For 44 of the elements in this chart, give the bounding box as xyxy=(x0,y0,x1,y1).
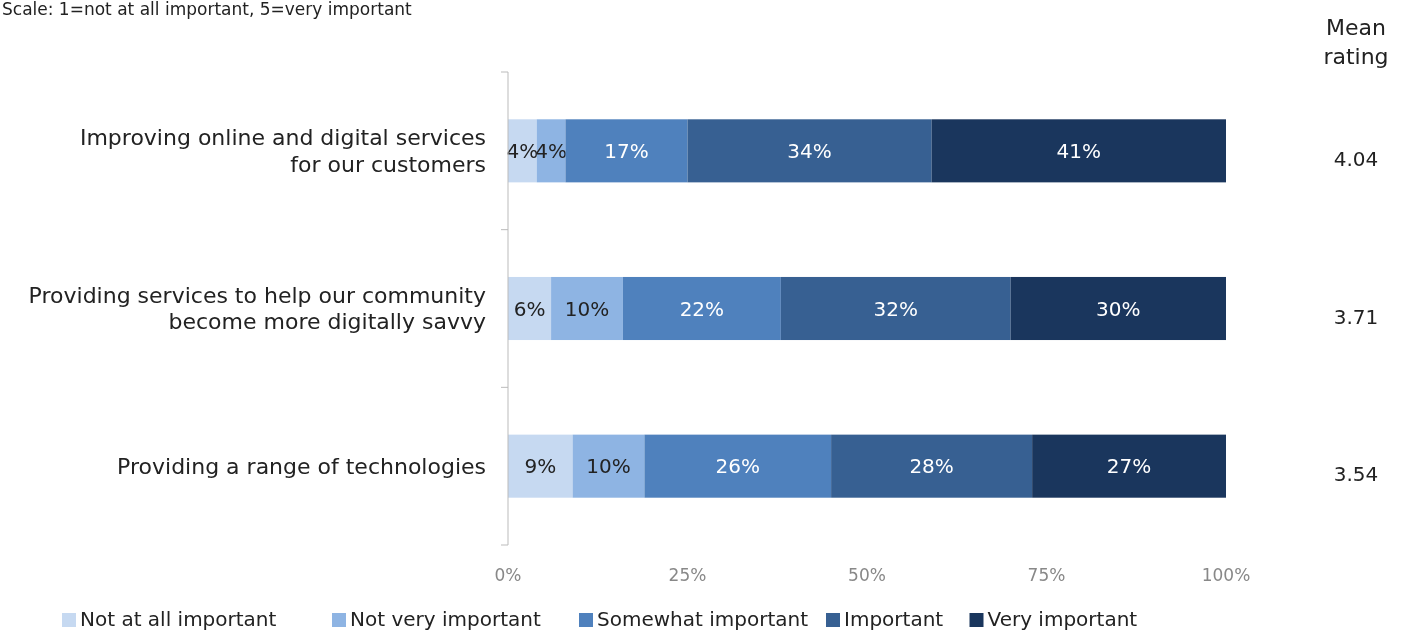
x-tick-label: 0% xyxy=(494,565,522,585)
bar xyxy=(508,434,573,498)
x-tick-label: 50% xyxy=(848,565,886,585)
y-tick-label: Providing services to help our community become more digitally savvy xyxy=(28,283,486,335)
data-label: 41% xyxy=(1056,138,1102,163)
text: 3.54 xyxy=(1333,462,1379,487)
legend-label: Not at all important xyxy=(80,607,277,631)
x-tick-label: 100% xyxy=(1201,565,1251,585)
bar xyxy=(1010,276,1226,341)
data-label: 9% xyxy=(524,454,557,479)
data-label: 30% xyxy=(1096,296,1141,321)
data-label: 17% xyxy=(604,138,649,163)
data-label: 4% xyxy=(535,138,567,163)
data-label: 32% xyxy=(873,296,918,321)
data-label: 28% xyxy=(909,454,954,479)
legend-label: Not very important xyxy=(350,607,541,631)
bar xyxy=(644,434,832,498)
y-tick-label: Providing a range of technologies xyxy=(117,453,486,479)
legend-label: Somewhat important xyxy=(597,607,809,631)
data-label: 34% xyxy=(787,138,832,163)
bar xyxy=(780,276,1011,341)
bar xyxy=(687,119,932,183)
bar xyxy=(831,434,1033,498)
data-label: 6% xyxy=(513,296,546,321)
data-label: 27% xyxy=(1106,454,1152,479)
x-tick-label: 25% xyxy=(668,565,707,585)
x-tick-label: 75% xyxy=(1027,565,1066,585)
text: 3.71 xyxy=(1333,304,1379,329)
data-label: 26% xyxy=(715,454,760,479)
data-label: 22% xyxy=(679,296,725,321)
text: Scale: 1=not at all important, 5=very important xyxy=(2,0,413,19)
legend-label: Very important xyxy=(987,607,1138,631)
bar xyxy=(572,434,645,498)
legend-label: Important xyxy=(844,607,944,631)
data-label: 10% xyxy=(564,296,610,321)
bar xyxy=(565,119,688,183)
bar xyxy=(1032,434,1226,498)
text: 4.04 xyxy=(1333,146,1379,171)
bar xyxy=(622,276,781,341)
bar xyxy=(931,119,1226,183)
bar xyxy=(551,276,623,341)
text: Mean rating xyxy=(1323,15,1389,69)
data-label: 10% xyxy=(586,454,631,479)
y-tick-label: Improving online and digital services for our customers xyxy=(79,125,486,177)
